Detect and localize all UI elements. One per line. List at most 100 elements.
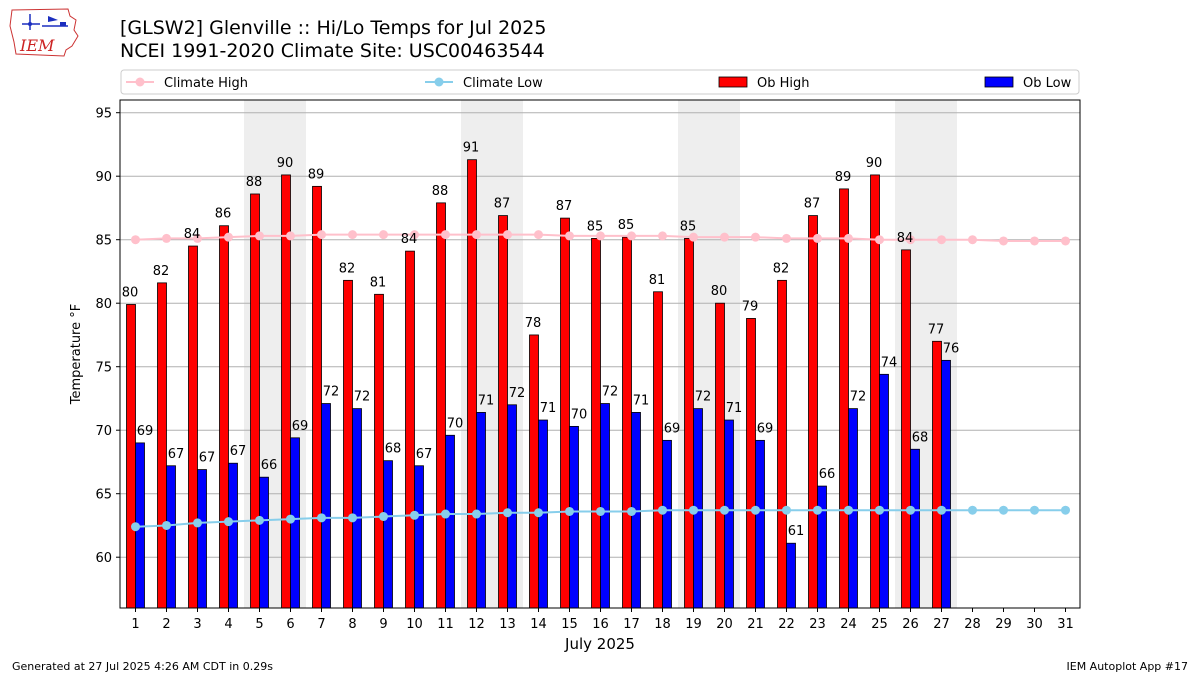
x-tick-label: 15 xyxy=(561,617,578,632)
ob-low-bar xyxy=(662,439,672,609)
ob-low-label: 69 xyxy=(292,419,309,434)
legend-label: Climate Low xyxy=(463,76,543,91)
ob-low-bar xyxy=(755,439,765,609)
ob-high-label: 84 xyxy=(897,231,914,246)
climate-low-point xyxy=(906,505,915,515)
ob-high-label: 85 xyxy=(587,219,604,234)
climate-high-point xyxy=(255,231,264,241)
x-tick-label: 12 xyxy=(468,617,485,632)
ob-low-label: 67 xyxy=(168,447,185,462)
x-tick-label: 20 xyxy=(716,617,733,632)
climate-low-point xyxy=(379,512,388,522)
x-tick-label: 18 xyxy=(654,617,671,632)
climate-low-point xyxy=(503,508,512,518)
chart-subtitle: NCEI 1991-2020 Climate Site: USC00463544 xyxy=(120,40,545,62)
ob-high-label: 88 xyxy=(246,175,263,190)
ob-low-bar xyxy=(817,485,827,609)
ob-high-label: 80 xyxy=(122,285,139,300)
climate-low-point xyxy=(627,506,636,516)
ob-low-bar xyxy=(259,476,269,609)
ob-high-label: 88 xyxy=(432,184,449,199)
chart-title: [GLSW2] Glenville :: Hi/Lo Temps for Jul… xyxy=(120,17,547,39)
ob-high-label: 78 xyxy=(525,316,542,331)
climate-high-point xyxy=(906,235,915,245)
climate-high-point xyxy=(1061,236,1070,246)
y-tick-label: 95 xyxy=(95,107,112,122)
ob-high-bar xyxy=(374,293,384,609)
ob-high-bar xyxy=(467,159,477,609)
ob-low-label: 69 xyxy=(137,424,154,439)
ob-high-bar xyxy=(157,282,167,609)
x-tick-label: 29 xyxy=(995,617,1012,632)
ob-high-bar xyxy=(622,236,632,609)
x-tick-label: 9 xyxy=(379,617,387,632)
climate-low-point xyxy=(720,505,729,515)
climate-low-point xyxy=(193,518,202,528)
climate-low-point xyxy=(937,505,946,515)
ob-low-label: 71 xyxy=(540,401,557,416)
climate-low-point xyxy=(875,505,884,515)
ob-low-bar xyxy=(445,434,455,609)
x-tick-label: 24 xyxy=(840,617,857,632)
ob-low-label: 70 xyxy=(447,416,464,431)
x-tick-label: 28 xyxy=(964,617,981,632)
ob-low-label: 71 xyxy=(633,393,650,408)
y-tick-label: 70 xyxy=(95,424,112,439)
climate-high-point xyxy=(627,231,636,241)
ob-high-label: 90 xyxy=(866,156,883,171)
x-tick-label: 30 xyxy=(1026,617,1043,632)
climate-high-point xyxy=(565,231,574,241)
iem-logo: IEM xyxy=(9,8,79,57)
climate-high-point xyxy=(534,230,543,240)
ob-low-label: 61 xyxy=(788,524,805,539)
ob-high-label: 79 xyxy=(742,299,759,314)
ob-high-bar xyxy=(188,245,198,609)
ob-low-label: 66 xyxy=(819,467,836,482)
legend-label: Climate High xyxy=(164,76,248,91)
ob-high-label: 84 xyxy=(184,227,201,242)
climate-high-point xyxy=(441,230,450,240)
ob-low-label: 72 xyxy=(602,385,619,400)
climate-high-point xyxy=(162,233,171,243)
ob-low-label: 72 xyxy=(509,386,526,401)
ob-high-bar xyxy=(653,291,663,609)
climate-low-point xyxy=(844,505,853,515)
climate-low-point xyxy=(472,509,481,519)
ob-high-label: 87 xyxy=(494,197,511,212)
ob-high-label: 85 xyxy=(618,218,635,233)
ob-low-label: 68 xyxy=(912,430,929,445)
ob-low-bar xyxy=(228,462,238,609)
legend-label: Ob High xyxy=(757,76,810,91)
ob-low-label: 68 xyxy=(385,442,402,457)
ob-high-bar xyxy=(715,302,725,609)
ob-low-bar xyxy=(197,469,207,609)
climate-high-point xyxy=(131,235,140,245)
generated-note: Generated at 27 Jul 2025 4:26 AM CDT in … xyxy=(12,660,273,673)
y-axis-label: Temperature °F xyxy=(69,304,84,405)
climate-high-point xyxy=(968,235,977,245)
climate-low-point xyxy=(410,510,419,520)
ob-high-label: 82 xyxy=(773,261,790,276)
ob-high-bar xyxy=(312,185,322,609)
ob-high-bar xyxy=(746,318,756,609)
climate-high-point xyxy=(224,232,233,242)
ob-high-label: 82 xyxy=(339,261,356,276)
x-axis-label: July 2025 xyxy=(564,635,635,653)
ob-low-label: 71 xyxy=(726,401,743,416)
climate-low-point xyxy=(751,505,760,515)
y-tick-label: 85 xyxy=(95,234,112,249)
climate-high-point xyxy=(379,230,388,240)
legend-marker xyxy=(434,77,444,87)
ob-high-bar xyxy=(126,304,136,609)
climate-low-point xyxy=(317,513,326,523)
x-tick-label: 6 xyxy=(286,617,294,632)
climate-low-point xyxy=(968,505,977,515)
ob-low-label: 72 xyxy=(323,385,340,400)
bars xyxy=(126,159,951,609)
ob-low-bar xyxy=(910,448,920,609)
ob-high-bar xyxy=(498,215,508,609)
logo-text: IEM xyxy=(19,36,55,55)
ob-low-label: 70 xyxy=(571,407,588,422)
climate-low-point xyxy=(658,505,667,515)
